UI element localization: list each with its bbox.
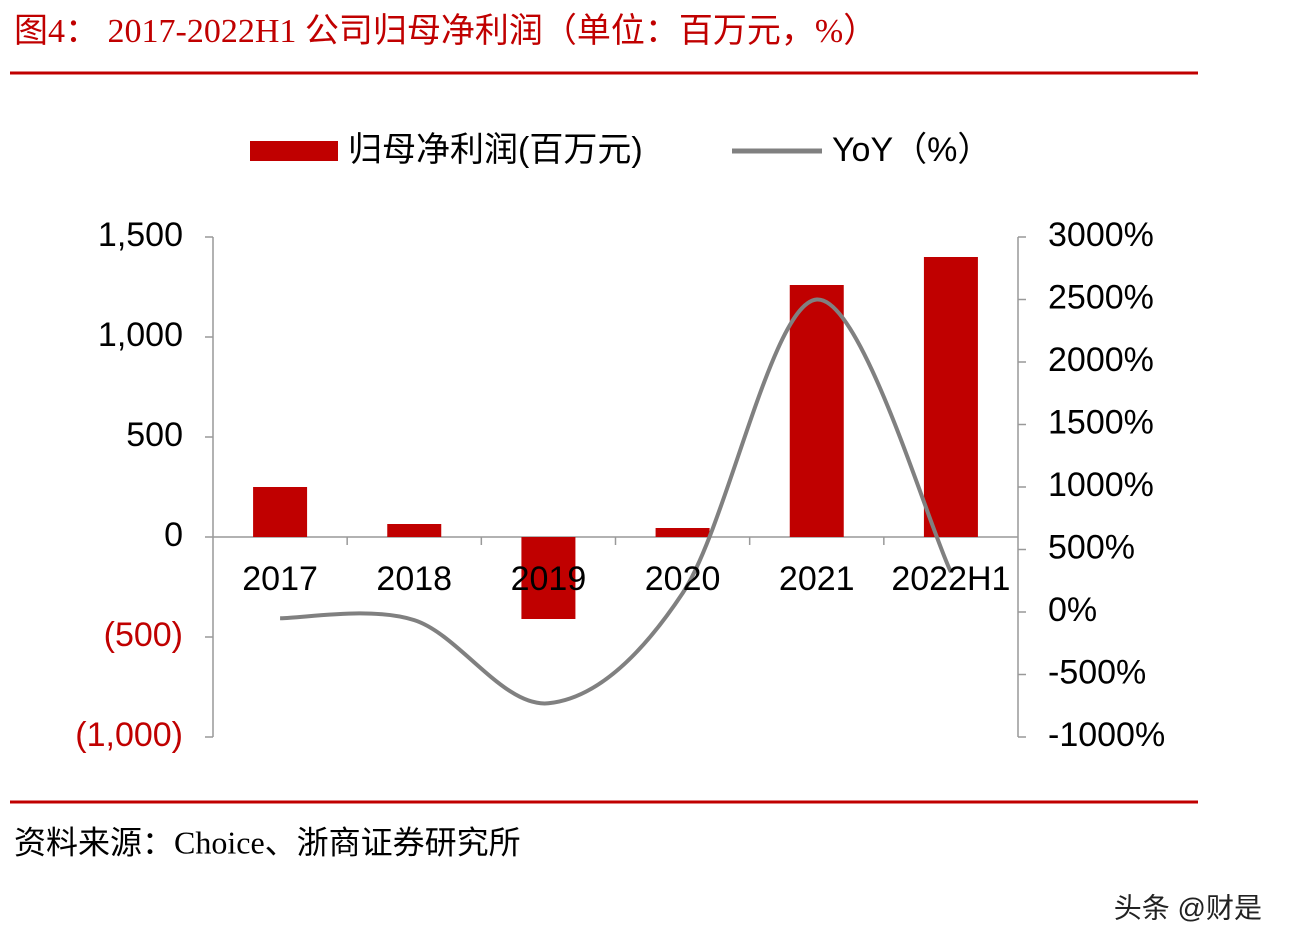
y-tick-label: 0 — [164, 516, 183, 554]
source-note: 资料来源：Choice、浙商证券研究所 — [14, 824, 521, 860]
watermark: 头条 @财是 — [1114, 892, 1262, 923]
yoy-line — [280, 297, 953, 706]
y2-tick-label: 3000% — [1048, 216, 1154, 254]
bar — [789, 285, 844, 537]
y-tick-label: 1,000 — [98, 316, 183, 354]
x-tick-label: 2020 — [645, 560, 721, 598]
y2-tick-label: 2000% — [1048, 341, 1154, 379]
x-tick-label: 2022H1 — [891, 560, 1010, 598]
y-tick-label: 1,500 — [98, 216, 183, 254]
x-tick-label: 2019 — [511, 560, 587, 598]
x-tick-label: 2021 — [779, 560, 855, 598]
y2-tick-label: 0% — [1048, 591, 1097, 629]
bar — [923, 257, 978, 537]
y2-tick-label: -500% — [1048, 653, 1146, 691]
y2-tick-label: 2500% — [1048, 278, 1154, 316]
y2-tick-label: -1000% — [1048, 716, 1165, 754]
y2-tick-label: 500% — [1048, 528, 1135, 566]
bar — [387, 524, 442, 537]
bar — [253, 487, 308, 537]
y2-tick-label: 1500% — [1048, 403, 1154, 441]
bar — [521, 537, 576, 619]
y-tick-label: (500) — [104, 616, 183, 654]
legend-label: YoY（%） — [832, 131, 991, 169]
bar — [655, 528, 710, 537]
x-tick-label: 2017 — [242, 560, 318, 598]
legend-swatch — [250, 141, 338, 161]
x-tick-label: 2018 — [376, 560, 452, 598]
chart-title: 图4： 2017-2022H1 公司归母净利润（单位：百万元，%） — [14, 12, 877, 50]
y-tick-label: 500 — [126, 416, 183, 454]
y2-tick-label: 1000% — [1048, 466, 1154, 504]
y-tick-label: (1,000) — [75, 716, 183, 754]
legend-label: 归母净利润(百万元) — [348, 131, 643, 169]
